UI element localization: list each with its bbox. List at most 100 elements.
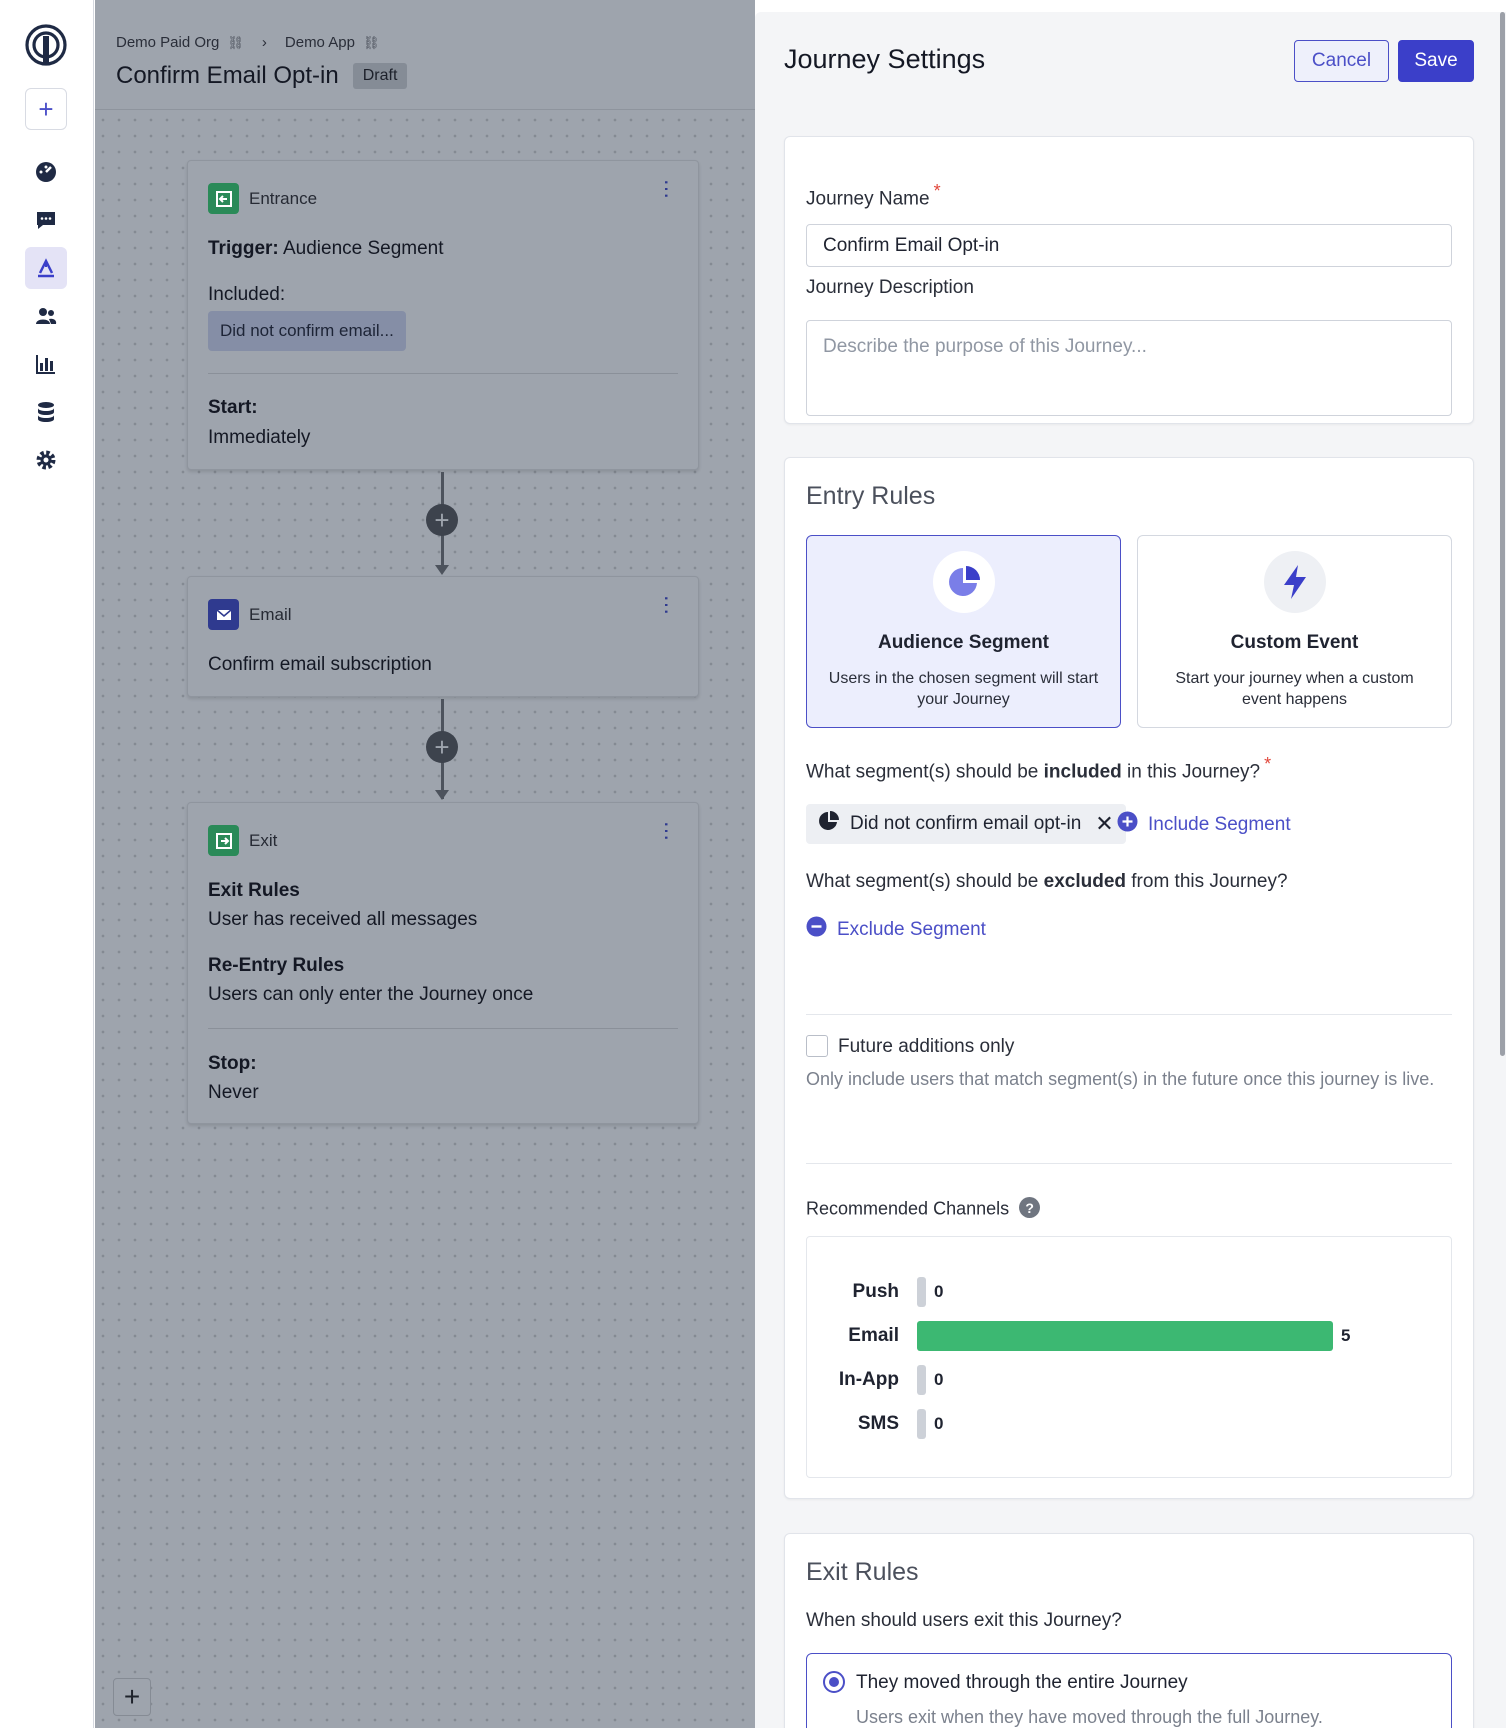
include-segment-link[interactable]: Include Segment	[1117, 811, 1291, 838]
channel-bar	[917, 1365, 926, 1395]
breadcrumb: Demo Paid Org ⛓ › Demo App ⛓	[116, 34, 379, 51]
reentry-label: Re-Entry Rules	[208, 955, 345, 976]
channel-row-push: Push 0	[807, 1277, 1453, 1307]
radio-selected[interactable]	[823, 1671, 845, 1693]
canvas-add-button[interactable]: +	[113, 1678, 151, 1716]
analytics-icon[interactable]	[25, 343, 67, 385]
entrance-node[interactable]: Entrance ⋯ Trigger: Audience Segment Inc…	[187, 160, 699, 470]
arrow-down-icon	[435, 565, 449, 575]
breadcrumb-app[interactable]: Demo App	[284, 34, 355, 51]
settings-gear-icon[interactable]	[25, 439, 67, 481]
more-options-icon[interactable]: ⋯	[655, 179, 677, 199]
channel-bar	[917, 1277, 926, 1307]
create-new-icon[interactable]: +	[25, 88, 67, 130]
future-additions-label[interactable]: Future additions only	[838, 1036, 1015, 1057]
custom-event-option[interactable]: Custom Event Start your journey when a c…	[1137, 535, 1452, 728]
save-button[interactable]: Save	[1398, 40, 1474, 82]
option-title: Audience Segment	[877, 632, 1050, 653]
option-description: Users in the chosen segment will start y…	[828, 670, 1099, 708]
exit-option-title: They moved through the entire Journey	[856, 1672, 1188, 1693]
more-options-icon[interactable]: ⋯	[655, 595, 677, 615]
email-node-title: Confirm email subscription	[208, 654, 432, 675]
add-step-icon[interactable]: +	[426, 504, 458, 536]
audience-segment-option[interactable]: Audience Segment Users in the chosen seg…	[806, 535, 1121, 728]
page-title: Confirm Email Opt-in Draft	[116, 62, 408, 90]
node-type-label: Entrance	[249, 188, 318, 208]
cancel-button[interactable]: Cancel	[1294, 40, 1389, 82]
channel-name: SMS	[857, 1413, 899, 1434]
onesignal-logo-icon[interactable]	[25, 24, 67, 66]
scrollbar[interactable]	[1500, 12, 1505, 1056]
include-segment-label: Include Segment	[1148, 813, 1291, 835]
option-description: Start your journey when a custom event h…	[1175, 670, 1414, 708]
pie-chart-icon	[818, 810, 840, 838]
left-nav-rail: +	[0, 0, 94, 1728]
channel-value: 0	[934, 1282, 944, 1301]
channel-name: Email	[848, 1325, 899, 1346]
dashboard-icon[interactable]	[25, 151, 67, 193]
messages-icon[interactable]	[25, 199, 67, 241]
stop-label: Stop:	[208, 1053, 257, 1074]
journeys-icon[interactable]	[25, 247, 67, 289]
included-segment-chip: Did not confirm email opt-in ✕	[806, 804, 1126, 844]
included-segment-name: Did not confirm email opt-in	[850, 813, 1082, 834]
journey-name-input[interactable]: Confirm Email Opt-in	[806, 224, 1452, 267]
channel-bar	[917, 1409, 926, 1439]
node-type-label: Email	[249, 604, 292, 624]
journey-description-input[interactable]: Describe the purpose of this Journey...	[806, 320, 1452, 416]
exclude-question: What segment(s) should be excluded from …	[806, 871, 1288, 892]
channel-row-in-app: In-App 0	[807, 1365, 1453, 1395]
exit-rules-card: Exit Rules When should users exit this J…	[784, 1533, 1474, 1728]
node-type-label: Exit	[249, 830, 278, 850]
divider	[208, 1028, 678, 1029]
channel-row-sms: SMS 0	[807, 1409, 1453, 1439]
divider	[208, 373, 678, 374]
start-label: Start:	[208, 397, 258, 418]
exit-node[interactable]: Exit ⋯ Exit Rules User has received all …	[187, 802, 699, 1124]
exclude-segment-link[interactable]: Exclude Segment	[806, 916, 986, 943]
minus-circle-icon	[806, 916, 827, 943]
trigger-label: Trigger:	[208, 238, 279, 259]
more-options-icon[interactable]: ⋯	[655, 821, 677, 841]
recommended-channels-label: Recommended Channels	[806, 1198, 1010, 1219]
canvas-header	[95, 0, 755, 110]
journey-description-label: Journey Description	[806, 277, 974, 298]
future-additions-checkbox[interactable]	[806, 1035, 828, 1057]
channel-bar	[917, 1321, 1333, 1351]
journey-details-card: Journey Name * Confirm Email Opt-in Journ…	[784, 136, 1474, 424]
email-icon	[208, 599, 239, 630]
exit-option-entire-journey[interactable]: They moved through the entire Journey Us…	[806, 1653, 1452, 1728]
exit-rules-value: User has received all messages	[208, 909, 478, 930]
data-icon[interactable]	[25, 391, 67, 433]
arrow-down-icon	[435, 790, 449, 800]
exit-rules-title: Exit Rules	[806, 1558, 919, 1586]
included-label: Included:	[208, 284, 286, 305]
lightning-icon	[1264, 551, 1326, 613]
link-icon: ⛓	[362, 34, 380, 50]
breadcrumb-org[interactable]: Demo Paid Org	[116, 34, 220, 51]
channel-value: 0	[934, 1414, 944, 1433]
panel-title: Journey Settings	[784, 44, 986, 74]
plus-circle-icon	[1117, 811, 1138, 838]
future-additions-help: Only include users that match segment(s)…	[806, 1069, 1435, 1089]
chevron-right-icon: ›	[261, 34, 267, 51]
reentry-value: Users can only enter the Journey once	[208, 984, 534, 1005]
add-step-icon[interactable]: +	[426, 731, 458, 763]
help-question-icon[interactable]: ?	[1019, 1197, 1041, 1218]
email-node[interactable]: Email ⋯ Confirm email subscription	[187, 576, 699, 697]
entry-rules-card: Entry Rules Audience Segment Users in th…	[784, 457, 1474, 1499]
status-badge: Draft	[352, 63, 408, 89]
exit-rules-label: Exit Rules	[208, 880, 300, 901]
remove-segment-close-icon[interactable]: ✕	[1095, 811, 1114, 836]
channel-row-email: Email 5	[807, 1321, 1453, 1351]
audience-icon[interactable]	[25, 295, 67, 337]
pie-chart-icon	[933, 551, 995, 613]
entry-rules-title: Entry Rules	[806, 482, 936, 510]
channel-name: In-App	[838, 1369, 899, 1390]
journey-title: Confirm Email Opt-in	[116, 62, 339, 89]
required-marker: *	[1264, 754, 1272, 774]
channel-value: 5	[1341, 1326, 1351, 1345]
option-title: Custom Event	[1230, 632, 1359, 653]
required-marker: *	[933, 181, 941, 201]
divider	[806, 1014, 1452, 1015]
